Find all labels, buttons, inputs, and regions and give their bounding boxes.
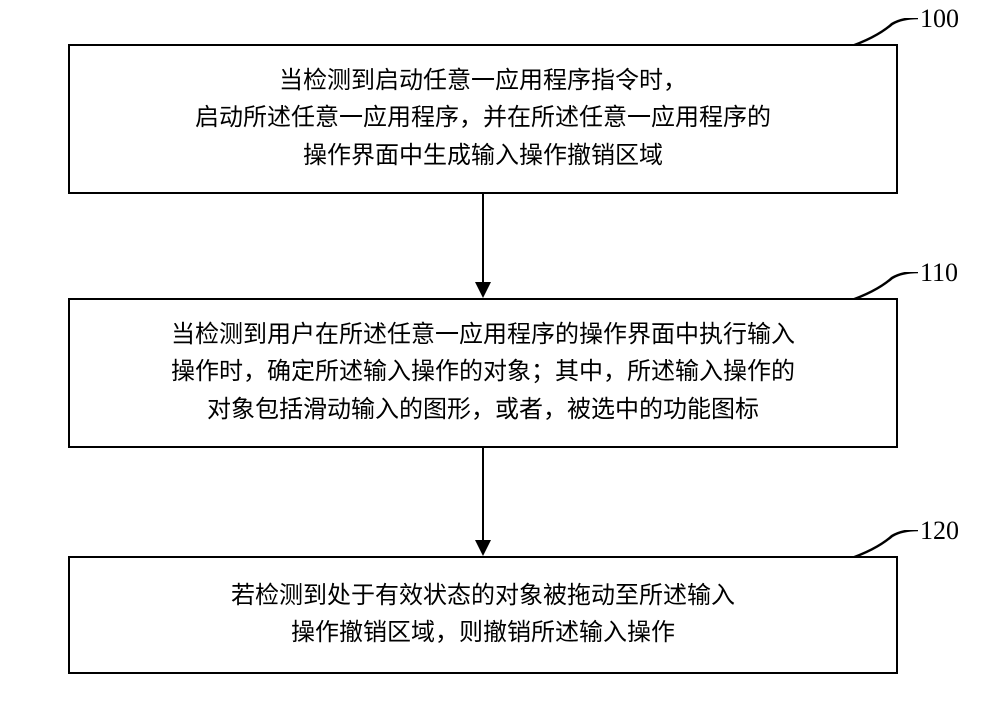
label-text: 100 [920, 4, 959, 33]
step-label-120: 120 [920, 516, 959, 546]
label-text: 120 [920, 516, 959, 545]
arrow-100-to-110 [471, 194, 495, 298]
step-label-110: 110 [920, 258, 958, 288]
process-text: 当检测到启动任意一应用程序指令时， 启动所述任意一应用程序，并在所述任意一应用程… [195, 63, 771, 175]
arrow-110-to-120 [471, 448, 495, 556]
step-label-100: 100 [920, 4, 959, 34]
flowchart-container: 100 当检测到启动任意一应用程序指令时， 启动所述任意一应用程序，并在所述任意… [0, 0, 1000, 712]
process-box-100: 当检测到启动任意一应用程序指令时， 启动所述任意一应用程序，并在所述任意一应用程… [68, 44, 898, 194]
process-box-110: 当检测到用户在所述任意一应用程序的操作界面中执行输入 操作时，确定所述输入操作的… [68, 298, 898, 448]
process-text: 当检测到用户在所述任意一应用程序的操作界面中执行输入 操作时，确定所述输入操作的… [171, 317, 795, 429]
label-text: 110 [920, 258, 958, 287]
process-text: 若检测到处于有效状态的对象被拖动至所述输入 操作撤销区域，则撤销所述输入操作 [231, 578, 735, 652]
process-box-120: 若检测到处于有效状态的对象被拖动至所述输入 操作撤销区域，则撤销所述输入操作 [68, 556, 898, 674]
